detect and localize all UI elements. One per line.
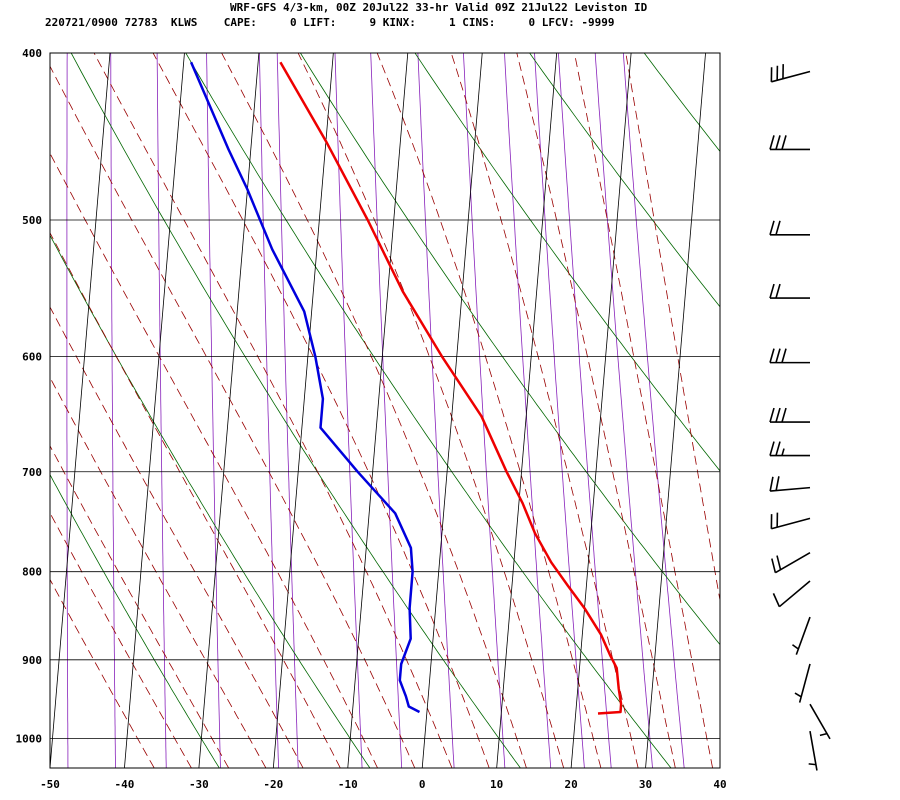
dry-adiabat-line [299, 53, 720, 646]
moist-adiabat-line [376, 53, 602, 768]
moist-adiabat-line [50, 306, 304, 768]
x-tick-label: 0 [419, 778, 426, 791]
wind-barb [769, 348, 810, 364]
moist-adiabat-line [625, 53, 720, 603]
isotherm-grid [50, 53, 854, 768]
dry-adiabat-line [414, 53, 720, 472]
mixing-ratio-line [417, 53, 455, 768]
y-tick-label: 700 [22, 466, 42, 479]
wind-barb [769, 441, 810, 457]
axis-tick-labels: 400 500 600 700 800 900 1000 -50 -40 -30 -20 -10 0 10… [16, 47, 727, 791]
y-tick-label: 500 [22, 214, 42, 227]
mixing-ratio-line [66, 53, 69, 768]
mixing-ratio-line [110, 53, 116, 768]
temperature-profile [279, 61, 623, 715]
mixing-ratio-line [622, 53, 685, 768]
wind-barb [769, 283, 810, 299]
wind-barb [769, 407, 810, 423]
x-tick-label: -20 [263, 778, 283, 791]
moist-adiabat-line [297, 53, 565, 768]
dry-adiabat-line [751, 44, 900, 768]
mixing-ratio-line [156, 53, 167, 768]
moist-adiabat-line [50, 231, 341, 768]
wind-barb [769, 476, 811, 492]
x-tick-label: -40 [115, 778, 135, 791]
moist-adiabat-line [50, 152, 378, 768]
background-lines [50, 44, 900, 768]
isotherm-line [496, 53, 558, 768]
dry-adiabat-line [529, 53, 720, 308]
mixing-ratio-line [258, 53, 279, 768]
mixing-ratio-line [276, 53, 299, 768]
moist-adiabat-line [573, 53, 713, 768]
wind-barb [794, 663, 811, 703]
moist-adiabat-line [221, 53, 527, 768]
y-tick-label: 800 [22, 566, 42, 579]
moist-adiabat-line [93, 53, 453, 768]
wind-barbs [769, 64, 831, 771]
stability-indices: 220721/0900 72783 KLWS CAPE: 0 LIFT: 9 K… [45, 16, 615, 29]
moist-adiabat-line [516, 53, 676, 768]
dry-adiabat-line [185, 53, 672, 768]
mixing-ratio-line [206, 53, 221, 768]
chart-title: WRF-GFS 4/3-km, 00Z 20Jul22 33-hr Valid … [230, 1, 648, 14]
isotherm-line [272, 53, 334, 768]
moist-adiabat-line [152, 53, 490, 768]
isotherm-line [124, 53, 185, 768]
y-tick-label: 900 [22, 654, 42, 667]
x-tick-label: 40 [713, 778, 726, 791]
dry-adiabat-line [865, 44, 900, 768]
wind-barb [769, 220, 810, 236]
x-tick-label: 10 [490, 778, 503, 791]
isotherm-line [347, 53, 409, 768]
isotherm-line [645, 53, 706, 768]
wind-barb [770, 64, 811, 83]
plot-frame [49, 52, 721, 769]
x-tick-label: -10 [338, 778, 358, 791]
x-tick-label: 20 [564, 778, 577, 791]
x-tick-label: 30 [639, 778, 652, 791]
y-tick-label: 600 [22, 350, 42, 363]
wind-barb [809, 703, 831, 740]
wind-barb [792, 616, 811, 655]
mixing-ratio-line [334, 53, 363, 768]
isotherm-line [570, 53, 632, 768]
y-tick-label: 1000 [16, 733, 43, 746]
isotherm-line [719, 763, 720, 768]
isotherm-line [50, 53, 111, 768]
isotherm-line [198, 53, 260, 768]
moist-adiabat-line [50, 65, 416, 768]
sounding-profiles [189, 61, 623, 715]
mixing-ratio-line [504, 53, 552, 768]
wind-barb [771, 552, 811, 574]
dry-adiabat-line [50, 473, 220, 768]
dewpoint-profile [189, 61, 421, 714]
isotherm-line [421, 53, 483, 768]
isotherm-line [794, 53, 854, 768]
dry-adiabat-line [70, 53, 521, 768]
mixing-ratio-line [557, 53, 612, 768]
mixing-ratio-line [370, 53, 403, 768]
wind-barb [772, 580, 811, 608]
wind-barb [770, 512, 811, 530]
x-tick-label: -50 [40, 778, 60, 791]
wind-barb [769, 135, 810, 151]
dry-adiabat-line [50, 234, 371, 768]
x-tick-label: -30 [189, 778, 209, 791]
y-tick-label: 400 [22, 47, 42, 60]
mixing-ratio-line [462, 53, 506, 768]
wind-barb [808, 730, 818, 771]
dry-adiabat-line [643, 53, 720, 153]
mixing-ratio-line [534, 53, 585, 768]
moist-adiabat-line [450, 53, 639, 768]
mixing-ratio-line [594, 53, 653, 768]
